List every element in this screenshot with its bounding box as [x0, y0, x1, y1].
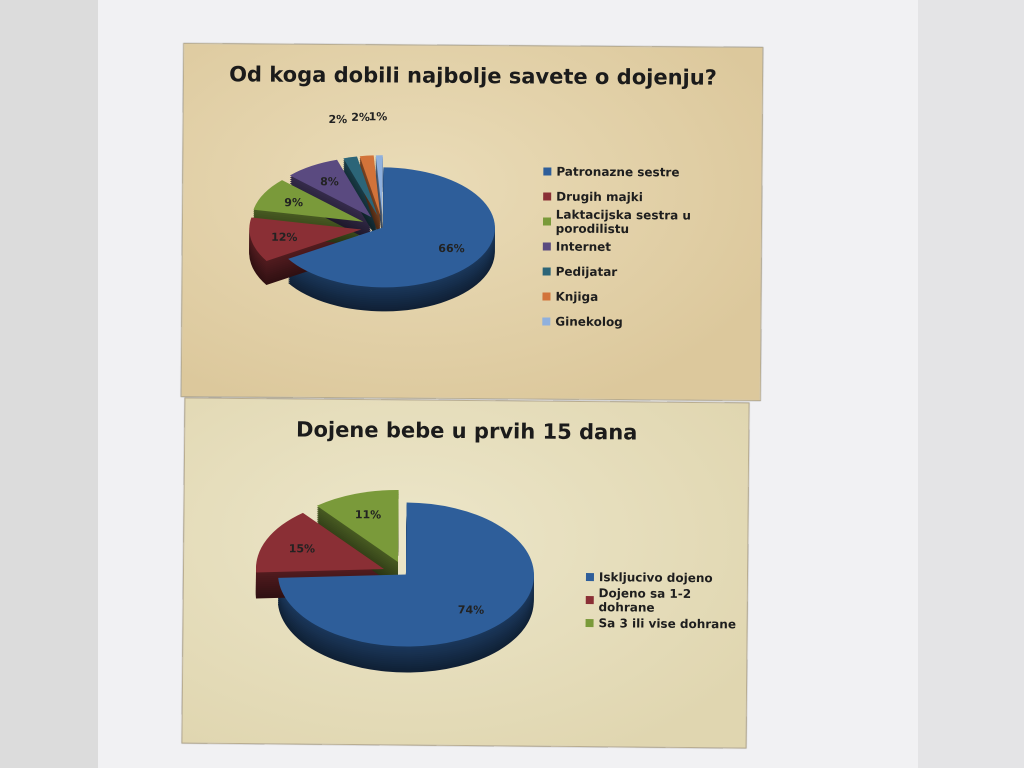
legend-item: Internet — [542, 233, 761, 260]
legend-item: Pedijatar — [542, 258, 761, 285]
pie-slice-side — [343, 166, 378, 226]
legend-label: Laktacijska sestra u porodilistu — [555, 207, 692, 236]
chart-panel-breastfed: Dojene bebe u prvih 15 dana 74% 15% 11% Is… — [181, 397, 750, 749]
legend-swatch — [585, 572, 595, 581]
legend-swatch — [543, 191, 552, 201]
pie-slice-side — [343, 168, 378, 228]
legend-swatch — [542, 316, 551, 326]
pie-slice — [316, 489, 399, 562]
legend-item: Laktacijska sestra u porodilistu — [542, 207, 761, 236]
data-label: 8% — [320, 175, 339, 188]
pie-chart-breastfed: 74% 15% 11% — [255, 489, 534, 673]
pie-slice — [256, 512, 385, 573]
legend-label: Patronazne sestre — [556, 164, 680, 179]
pie-slice — [253, 180, 364, 222]
legend-swatch — [585, 618, 594, 627]
legend-label: Dojeno sa 1-2 dohrane — [598, 585, 692, 615]
data-label: 1% — [369, 110, 388, 123]
data-label: 11% — [355, 508, 381, 521]
legend-swatch — [542, 216, 551, 226]
legend-item: Knjiga — [542, 283, 760, 310]
legend-swatch — [542, 291, 551, 301]
data-label: 12% — [271, 231, 297, 244]
pie-slice — [288, 167, 495, 288]
legend: Patronazne sestre Drugih majki Laktacijska… — [542, 158, 761, 335]
pie-slice — [375, 155, 383, 216]
data-label: 2% — [351, 111, 370, 124]
legend-swatch — [543, 166, 552, 176]
legend-swatch — [542, 241, 551, 251]
legend-label: Internet — [555, 239, 612, 254]
pie-slice — [359, 155, 381, 216]
data-label: 9% — [284, 196, 303, 209]
legend-label: Ginekolog — [555, 314, 623, 329]
legend-item: Dojeno sa 1-2 dohrane — [585, 585, 747, 615]
pie-slice — [343, 156, 378, 216]
legend-label: Sa 3 ili vise dohrane — [598, 615, 737, 631]
data-label: 66% — [438, 242, 464, 255]
data-label: 74% — [458, 603, 484, 616]
pie-slice — [249, 217, 362, 261]
legend-label: Knjiga — [555, 289, 599, 304]
pie-slice-side — [343, 164, 378, 224]
legend-label: Iskljucivo dojeno — [598, 569, 713, 585]
legend-swatch — [542, 266, 551, 276]
legend-item: Drugih majki — [543, 183, 761, 210]
background-wall — [0, 0, 98, 768]
data-label: 15% — [289, 542, 315, 555]
chart-panel-advice: Od koga dobili najbolje savete o dojenju… — [180, 42, 764, 402]
data-label: 2% — [328, 113, 347, 126]
background-wall-right — [918, 0, 1024, 768]
pie-slice — [278, 502, 534, 647]
pie-slice — [289, 159, 372, 218]
pie-chart-advice: 66%12%9%8%2% 2%1% — [249, 110, 495, 312]
legend: Iskljucivo dojeno Dojeno sa 1-2 dohrane Sa… — [585, 565, 747, 635]
legend-label: Drugih majki — [556, 189, 643, 204]
legend-item: Patronazne sestre — [543, 158, 761, 185]
legend-item: Ginekolog — [542, 308, 760, 335]
legend-swatch — [585, 595, 594, 604]
legend-label: Pedijatar — [555, 264, 618, 279]
